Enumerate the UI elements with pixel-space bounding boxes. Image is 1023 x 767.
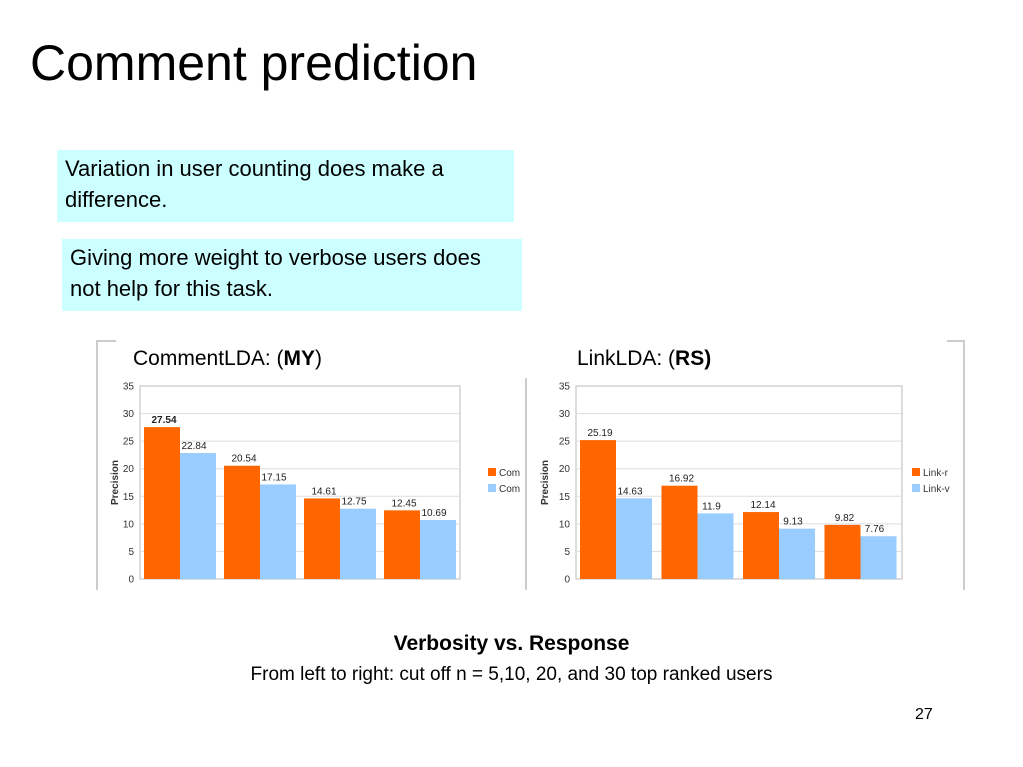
data-label: 22.84	[181, 441, 206, 452]
chart-commentlda: 0 5 10 15 20 25 30 35 Precision 27.54 20.54 14.61 12…	[110, 382, 520, 586]
bar	[384, 510, 420, 579]
bar	[661, 485, 698, 579]
bar	[779, 528, 815, 579]
data-label: 12.45	[391, 498, 416, 509]
bar	[580, 440, 616, 579]
bar	[180, 453, 216, 579]
chart-label-bold: MY	[283, 347, 316, 370]
bar	[616, 498, 652, 579]
bar	[260, 484, 296, 579]
bar	[743, 512, 779, 579]
data-label: 27.54	[151, 415, 176, 426]
bar	[824, 524, 861, 579]
chart-label-commentlda: CommentLDA: (MY)	[133, 347, 322, 371]
legend-entry: Com	[499, 468, 520, 479]
bar	[304, 498, 340, 579]
bar	[224, 465, 260, 579]
y-tick-label: 15	[559, 492, 571, 503]
y-axis-label: Precision	[540, 460, 551, 505]
chart-label-linklda: LinkLDA: (RS)	[577, 347, 711, 371]
data-label: 10.69	[421, 508, 446, 519]
callout-user-counting: Variation in user counting does make a d…	[57, 150, 514, 222]
chart-label-bold: RS)	[675, 347, 712, 370]
caption-subtitle: From left to right: cut off n = 5,10, 20…	[250, 664, 773, 685]
bar	[697, 513, 734, 579]
bar	[144, 427, 180, 579]
data-label: 9.82	[835, 513, 855, 524]
y-tick-label: 0	[564, 575, 570, 586]
caption-title: Verbosity vs. Response	[393, 632, 630, 655]
frame-right-line	[963, 340, 965, 590]
data-label: 14.63	[617, 486, 642, 497]
legend-entry: Com	[499, 484, 520, 495]
data-label: 14.61	[311, 486, 336, 497]
chart-label-prefix: LinkLDA: (	[577, 347, 676, 370]
legend-swatch	[488, 484, 496, 492]
data-label: 12.75	[341, 497, 366, 508]
bar	[420, 520, 456, 579]
y-tick-label: 15	[123, 492, 135, 503]
y-tick-label: 5	[128, 547, 134, 558]
y-tick-label: 10	[559, 519, 571, 530]
y-tick-label: 0	[128, 575, 134, 586]
plot-area	[575, 385, 903, 580]
y-tick-label: 30	[559, 409, 571, 420]
frame-left-line	[96, 340, 98, 590]
frame-middle-line	[525, 378, 527, 590]
legend-entry: Link-r	[923, 468, 949, 479]
legend-swatch	[912, 484, 920, 492]
chart-label-suffix: )	[315, 347, 323, 370]
data-label: 7.76	[865, 524, 885, 535]
y-axis-label: Precision	[110, 460, 121, 505]
y-tick-label: 30	[123, 409, 135, 420]
frame-right-top-tick	[947, 340, 965, 342]
y-tick-label: 20	[559, 464, 571, 475]
frame-left-top-tick	[96, 340, 116, 342]
legend-entry: Link-v	[923, 484, 950, 495]
data-label: 16.92	[669, 474, 694, 485]
bar	[860, 536, 897, 579]
legend-swatch	[912, 468, 920, 476]
slide-title: Comment prediction	[30, 35, 478, 91]
y-tick-label: 5	[564, 547, 570, 558]
chart-label-prefix: CommentLDA: (	[133, 347, 284, 370]
data-label: 17.15	[261, 472, 286, 483]
y-tick-label: 35	[123, 382, 135, 393]
chart-linklda: 0 5 10 15 20 25 30 35 Precision 25.19 16.92 12.14 9.…	[540, 382, 950, 586]
y-tick-label: 10	[123, 519, 135, 530]
callout-verbose-users: Giving more weight to verbose users does…	[62, 239, 522, 311]
data-label: 20.54	[231, 454, 256, 465]
data-label: 11.9	[702, 501, 721, 512]
y-tick-label: 25	[123, 437, 135, 448]
y-tick-label: 35	[559, 382, 571, 393]
page-number: 27	[915, 706, 933, 723]
legend-swatch	[488, 468, 496, 476]
data-label: 12.14	[750, 500, 775, 511]
plot-area	[139, 385, 461, 580]
data-label: 25.19	[587, 428, 612, 439]
y-tick-label: 20	[123, 464, 135, 475]
y-tick-label: 25	[559, 437, 571, 448]
bar	[340, 508, 376, 579]
data-label: 9.13	[783, 517, 803, 528]
